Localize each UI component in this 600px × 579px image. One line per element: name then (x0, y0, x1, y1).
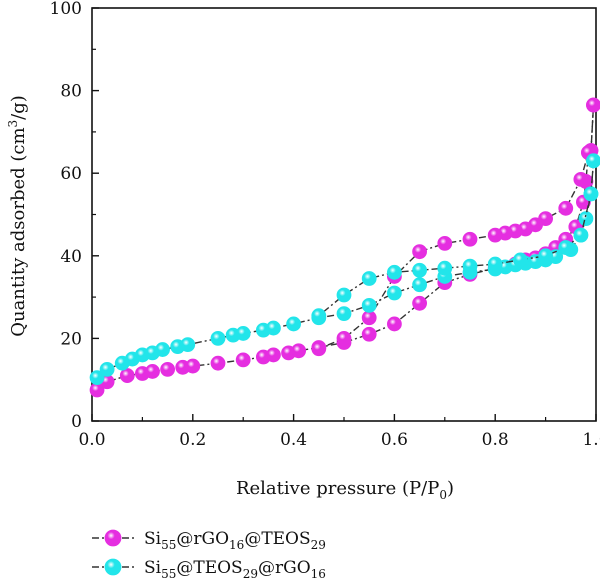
legend-label-part: @TEOS (176, 558, 242, 578)
desorption-point (586, 153, 600, 169)
desorption-point (361, 271, 377, 286)
desorption-point (558, 240, 574, 255)
x-tick-label: 0.0 (78, 430, 105, 450)
adsorption-point (210, 330, 226, 346)
x-tick-label: 0.6 (381, 430, 408, 450)
adsorption-point (286, 316, 302, 332)
adsorption-point (119, 368, 135, 383)
legend-label: Si55@rGO16@TEOS29 (144, 529, 326, 552)
desorption-point (336, 330, 352, 346)
legend-label-part: 29 (311, 538, 326, 552)
data-series (89, 97, 600, 398)
adsorption-point (155, 342, 170, 357)
desorption-point (586, 97, 600, 113)
desorption-point (513, 252, 528, 268)
legend-item: Si55@rGO16@TEOS29 (92, 529, 326, 552)
adsorption-point (412, 277, 428, 293)
adsorption-point (210, 355, 226, 371)
desorption-point (558, 200, 574, 216)
legend-label-part: 55 (161, 538, 176, 552)
desorption-point (386, 264, 402, 280)
axis-ticks (91, 7, 597, 422)
series-2 (89, 153, 600, 386)
y-axis-title-end: /g) (8, 95, 29, 120)
adsorption-point (89, 370, 105, 386)
adsorption-point (386, 285, 402, 301)
legend-marker (104, 529, 122, 547)
desorption-point (487, 227, 503, 243)
desorption-point (336, 287, 352, 303)
y-tick-label: 100 (50, 0, 82, 19)
desorption-line (318, 105, 595, 350)
x-axis-title-main: Relative pressure (P/P (236, 478, 439, 499)
adsorption-point (235, 352, 251, 368)
legend-label-part: @rGO (176, 529, 229, 549)
legend-marker (104, 558, 122, 576)
adsorption-point (361, 297, 377, 313)
adsorption-point (185, 358, 201, 374)
desorption-line (318, 160, 595, 317)
desorption-point (412, 244, 428, 260)
adsorption-point (266, 320, 281, 336)
y-tick-label: 0 (71, 412, 82, 432)
legend-label-part: 29 (243, 567, 258, 579)
x-tick-label: 1.0 (582, 430, 600, 450)
y-axis-title-main: Quantity adsorbed (cm (8, 127, 29, 336)
adsorption-point (291, 343, 307, 359)
y-tick-label: 40 (60, 247, 82, 267)
plot-border (91, 7, 597, 422)
desorption-point (437, 260, 453, 276)
x-tick-label: 0.4 (280, 430, 307, 450)
adsorption-point (386, 316, 402, 332)
legend-item: Si55@TEOS29@rGO16 (92, 558, 326, 579)
adsorption-point (99, 361, 115, 377)
desorption-point (361, 310, 377, 326)
legend-label-part: Si (144, 529, 162, 549)
adsorption-point (412, 295, 428, 311)
y-tick-label: 20 (60, 329, 82, 349)
x-tick-label: 0.8 (482, 430, 509, 450)
legend-label-part: 55 (161, 567, 176, 579)
x-axis-title: Relative pressure (P/P0) (236, 478, 454, 502)
legend-label-part: Si (144, 558, 162, 578)
desorption-point (538, 248, 553, 264)
y-axis-title: Quantity adsorbed (cm3/g) (6, 95, 29, 337)
axis-tick-labels: 0.0 0.2 0.4 0.6 0.8 1.0 0 20 40 60 80 100 (50, 0, 600, 450)
adsorption-point (160, 361, 176, 377)
adsorption-point (235, 326, 251, 341)
adsorption-point (266, 347, 281, 363)
desorption-point (583, 186, 599, 202)
desorption-point (462, 258, 478, 274)
desorption-point (311, 308, 327, 324)
adsorption-point (180, 337, 196, 352)
adsorption-point (578, 211, 594, 227)
legend-label-part: 16 (229, 538, 244, 552)
desorption-point (487, 256, 503, 272)
legend-label-part: @TEOS (244, 529, 310, 549)
x-tick-label: 0.2 (179, 430, 206, 450)
legend-label: Si55@TEOS29@rGO16 (144, 558, 326, 579)
adsorption-point (145, 364, 160, 379)
x-axis-title-subscript: 0 (439, 488, 447, 502)
adsorption-point (336, 306, 352, 322)
desorption-point (573, 227, 589, 243)
legend-label-part: @rGO (258, 558, 311, 578)
desorption-point (462, 231, 478, 247)
desorption-point (437, 236, 453, 251)
x-axis-title-end: ) (447, 478, 454, 499)
adsorption-point (361, 326, 377, 342)
y-tick-label: 60 (60, 164, 82, 184)
desorption-point (311, 341, 327, 357)
desorption-point (412, 262, 428, 278)
adsorption-line (96, 105, 595, 391)
y-tick-label: 80 (60, 82, 82, 102)
legend-label-part: 16 (311, 567, 326, 579)
plot-frame (91, 7, 597, 422)
desorption-point (573, 171, 589, 187)
y-axis-title-superscript: 3 (6, 120, 20, 128)
